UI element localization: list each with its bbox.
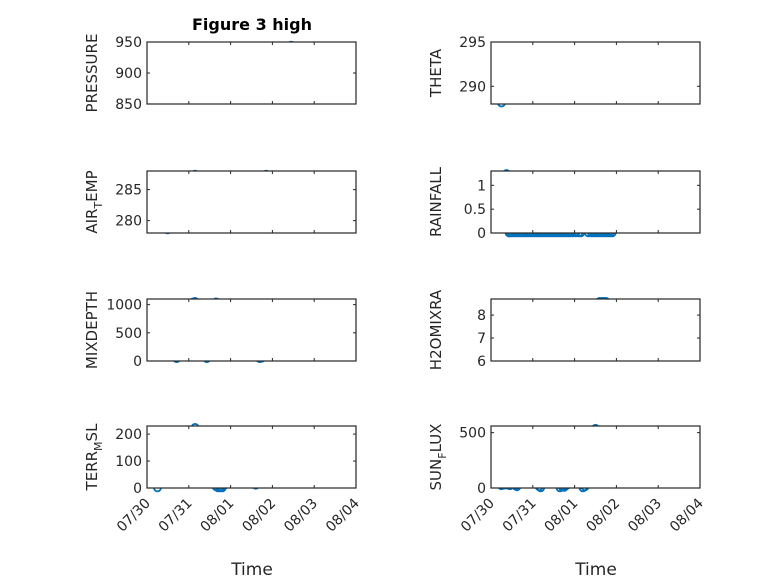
x-axis-label-right: Time [574,560,617,580]
y-tick-label: 100 [115,454,142,470]
y-tick-label: 285 [115,183,142,199]
axes-frame [146,425,357,489]
y-tick-label: 0.5 [464,202,486,218]
x-tick-label: 08/04 [323,495,363,535]
panel-h2omixra: 6 7 8 H2OMIXRA [427,289,701,370]
y-axis-label: RAINFALL [427,166,445,237]
y-tick-label: 1000 [106,298,142,314]
y-tick-label: 900 [115,66,142,82]
x-tick-label: 08/01 [198,496,238,536]
axes-frame [490,41,701,105]
panel-sun-flux: 0 500 07/30 07/31 08/01 08/02 08/03 08/04 SUNFLU… [427,424,707,536]
y-axis-label: MIXDEPTH [83,291,101,369]
y-tick-label: 0 [477,481,486,497]
axes-frame [490,298,701,362]
figure-title: Figure 3 high [192,15,312,34]
x-tick-label: 07/30 [114,496,154,536]
y-tick-label: 850 [115,97,142,113]
y-tick-label: 200 [115,427,142,443]
y-axis-label: PRESSURE [83,34,101,113]
panel-rainfall: 0 0.5 1 RAINFALL [427,166,701,242]
x-tick-label: 07/31 [156,496,196,536]
x-tick-label: 08/02 [239,496,279,536]
y-tick-label: 7 [477,331,486,347]
panel-theta: 290 295 THETA [427,35,701,108]
y-tick-label: 1 [477,178,486,194]
axes-frame [146,41,357,105]
y-tick-label: 0 [133,354,142,370]
y-axis-label: AIRTEMP [83,170,105,233]
y-tick-label: 500 [459,426,486,442]
panel-mixdepth: 0 500 1000 MIXDEPTH [83,291,357,370]
x-tick-label: 08/03 [281,496,321,536]
y-tick-label: 8 [477,308,486,324]
panel-pressure: 850 900 950 PRESSURE [83,34,357,113]
x-tick-label: 08/03 [625,496,665,536]
panel-terr-msl: 0 100 200 07/30 07/31 08/01 08/02 08/03 08/04 TER… [83,423,363,535]
x-tick-label: 07/30 [458,496,498,536]
y-tick-label: 0 [133,481,142,497]
y-tick-label: 500 [115,326,142,342]
y-axis-label: H2OMIXRA [427,289,445,370]
axes-frame [146,298,357,362]
y-axis-label: THETA [427,48,445,98]
axes-frame [490,425,701,489]
axes-frame [146,170,357,234]
y-tick-label: 290 [459,79,486,95]
y-axis-label: SUNFLUX [427,424,449,491]
x-tick-label: 08/02 [583,496,623,536]
y-tick-label: 280 [115,214,142,230]
x-tick-label: 08/04 [667,495,707,535]
x-tick-label: 07/31 [500,496,540,536]
x-axis-label-left: Time [230,560,273,580]
y-tick-label: 6 [477,354,486,370]
y-tick-label: 295 [459,35,486,51]
x-tick-label: 08/01 [542,496,582,536]
axes-frame [490,170,701,234]
y-tick-label: 950 [115,35,142,51]
panel-air-temp: 280 285 AIRTEMP [83,169,357,235]
y-tick-label: 0 [477,226,486,242]
y-axis-label: TERRMSL [83,423,105,492]
